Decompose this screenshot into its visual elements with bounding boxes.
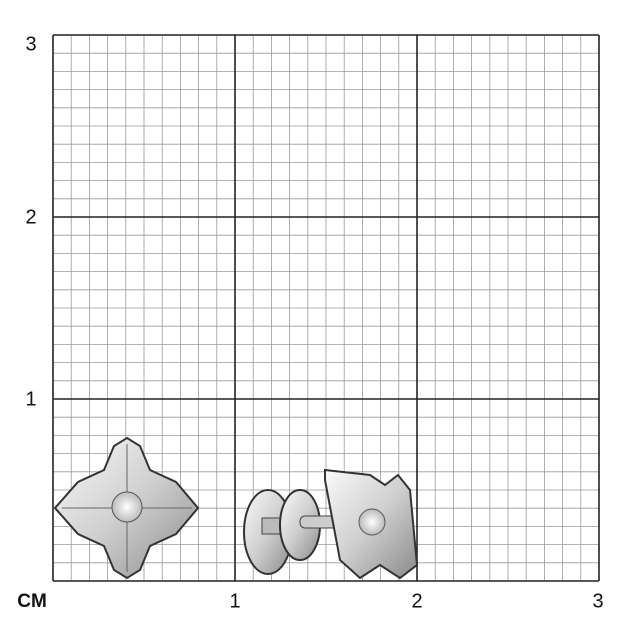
- x-label-2: 2: [411, 590, 423, 613]
- x-label-1: 1: [229, 590, 241, 613]
- earring-front-view: [53, 436, 200, 580]
- unit-label: CM: [17, 591, 47, 612]
- y-label-3: 3: [25, 33, 37, 56]
- earring-side-view: [243, 468, 419, 580]
- major-grid-lines: [52, 34, 600, 582]
- y-label-1: 1: [25, 388, 37, 411]
- y-label-2: 2: [25, 206, 37, 229]
- x-label-3: 3: [592, 590, 604, 613]
